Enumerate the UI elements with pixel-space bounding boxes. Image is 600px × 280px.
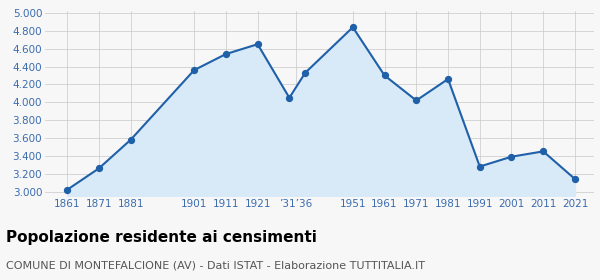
Point: [284, 95, 294, 100]
Point: [94, 166, 104, 171]
Point: [348, 25, 358, 29]
Text: COMUNE DI MONTEFALCIONE (AV) - Dati ISTAT - Elaborazione TUTTITALIA.IT: COMUNE DI MONTEFALCIONE (AV) - Dati ISTA…: [6, 260, 425, 270]
Point: [412, 98, 421, 103]
Point: [62, 188, 72, 192]
Point: [538, 149, 548, 154]
Point: [301, 71, 310, 75]
Point: [221, 52, 230, 56]
Point: [570, 177, 580, 181]
Text: Popolazione residente ai censimenti: Popolazione residente ai censimenti: [6, 230, 317, 245]
Point: [380, 73, 389, 78]
Point: [190, 68, 199, 72]
Point: [126, 137, 136, 142]
Point: [253, 42, 262, 46]
Point: [443, 77, 453, 81]
Point: [475, 164, 485, 169]
Point: [506, 155, 516, 159]
